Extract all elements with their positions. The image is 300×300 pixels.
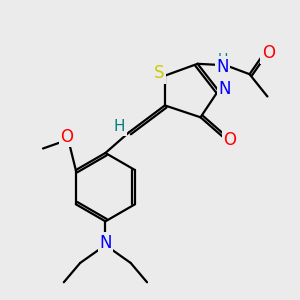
Text: O: O [60, 128, 73, 146]
Text: O: O [223, 130, 236, 148]
Text: N: N [218, 80, 231, 98]
Text: N: N [217, 58, 229, 76]
Text: H: H [114, 119, 125, 134]
Text: O: O [262, 44, 275, 62]
Text: H: H [218, 52, 228, 66]
Text: S: S [154, 64, 165, 82]
Text: N: N [99, 234, 112, 252]
